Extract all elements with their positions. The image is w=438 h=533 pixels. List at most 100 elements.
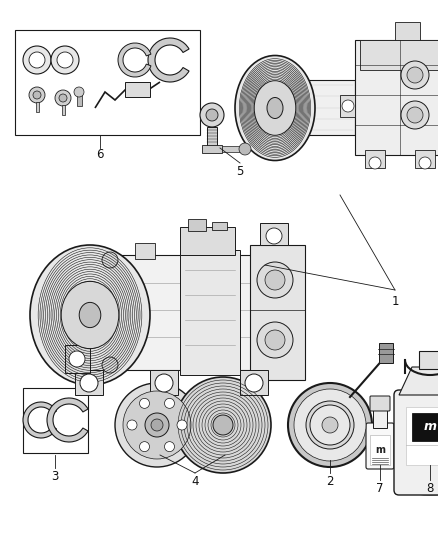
- Bar: [395, 22, 420, 40]
- Ellipse shape: [235, 55, 315, 160]
- Bar: [260, 223, 288, 245]
- Circle shape: [407, 67, 423, 83]
- Circle shape: [74, 87, 84, 97]
- Circle shape: [127, 420, 137, 430]
- Bar: [412, 413, 438, 441]
- Circle shape: [80, 374, 98, 392]
- Bar: [250, 245, 305, 380]
- Bar: [180, 250, 240, 375]
- Circle shape: [102, 357, 118, 373]
- FancyBboxPatch shape: [370, 396, 390, 411]
- Text: 7: 7: [376, 482, 384, 495]
- Bar: [62, 105, 65, 115]
- Circle shape: [213, 415, 233, 435]
- Circle shape: [177, 420, 187, 430]
- Circle shape: [200, 103, 224, 127]
- Circle shape: [266, 228, 282, 244]
- Circle shape: [69, 351, 85, 367]
- Text: 2: 2: [326, 475, 334, 488]
- Bar: [365, 150, 385, 168]
- Circle shape: [265, 270, 285, 290]
- Bar: [240, 370, 268, 395]
- Bar: [36, 102, 39, 112]
- Bar: [70, 255, 290, 370]
- Text: m: m: [424, 421, 437, 433]
- Circle shape: [115, 383, 199, 467]
- Ellipse shape: [30, 245, 150, 385]
- Circle shape: [310, 405, 350, 445]
- Circle shape: [369, 157, 381, 169]
- Circle shape: [342, 100, 354, 112]
- Bar: [207, 127, 217, 147]
- Text: 8: 8: [426, 482, 434, 495]
- Circle shape: [51, 46, 79, 74]
- Bar: [77, 92, 82, 106]
- Circle shape: [139, 442, 149, 451]
- Circle shape: [165, 398, 174, 408]
- Wedge shape: [47, 398, 88, 442]
- FancyBboxPatch shape: [366, 423, 394, 469]
- Bar: [406, 407, 438, 465]
- Circle shape: [206, 109, 218, 121]
- Bar: [355, 40, 438, 155]
- Bar: [15, 30, 200, 135]
- Circle shape: [139, 398, 149, 408]
- Circle shape: [165, 442, 174, 451]
- Ellipse shape: [267, 98, 283, 118]
- Circle shape: [59, 94, 67, 102]
- Text: 1: 1: [391, 295, 399, 308]
- Bar: [180, 227, 235, 255]
- Ellipse shape: [254, 80, 296, 135]
- Polygon shape: [399, 367, 438, 395]
- Bar: [202, 145, 222, 153]
- Circle shape: [306, 401, 354, 449]
- Bar: [419, 351, 438, 369]
- Circle shape: [322, 417, 338, 433]
- Ellipse shape: [61, 281, 119, 349]
- Bar: [373, 408, 387, 428]
- Circle shape: [265, 330, 285, 350]
- Circle shape: [401, 61, 429, 89]
- Bar: [270, 80, 355, 135]
- Circle shape: [23, 46, 51, 74]
- Bar: [150, 370, 178, 395]
- Circle shape: [419, 157, 431, 169]
- Circle shape: [294, 389, 366, 461]
- Circle shape: [123, 391, 191, 459]
- Circle shape: [33, 91, 41, 99]
- FancyBboxPatch shape: [394, 390, 438, 495]
- Ellipse shape: [79, 302, 101, 328]
- Bar: [188, 219, 206, 231]
- Circle shape: [239, 143, 251, 155]
- Circle shape: [29, 87, 45, 103]
- Circle shape: [288, 383, 372, 467]
- Ellipse shape: [399, 479, 438, 495]
- Circle shape: [407, 107, 423, 123]
- Bar: [370, 435, 390, 465]
- Text: 6: 6: [96, 148, 104, 161]
- Bar: [65, 345, 90, 373]
- Circle shape: [55, 90, 71, 106]
- Wedge shape: [23, 402, 57, 438]
- Circle shape: [102, 252, 118, 268]
- Wedge shape: [148, 38, 189, 82]
- Bar: [222, 146, 244, 152]
- Bar: [75, 370, 103, 395]
- Bar: [415, 150, 435, 168]
- Circle shape: [245, 374, 263, 392]
- Bar: [22, 387, 88, 453]
- Bar: [360, 40, 438, 70]
- Bar: [212, 222, 227, 230]
- Text: 3: 3: [51, 470, 59, 483]
- Circle shape: [155, 374, 173, 392]
- Bar: [135, 243, 155, 259]
- Text: 5: 5: [237, 165, 244, 178]
- Bar: [379, 343, 393, 363]
- Circle shape: [257, 322, 293, 358]
- Text: 4: 4: [191, 475, 199, 488]
- Text: m: m: [375, 445, 385, 455]
- Circle shape: [29, 52, 45, 68]
- Bar: [125, 82, 150, 97]
- Circle shape: [151, 419, 163, 431]
- Circle shape: [145, 413, 169, 437]
